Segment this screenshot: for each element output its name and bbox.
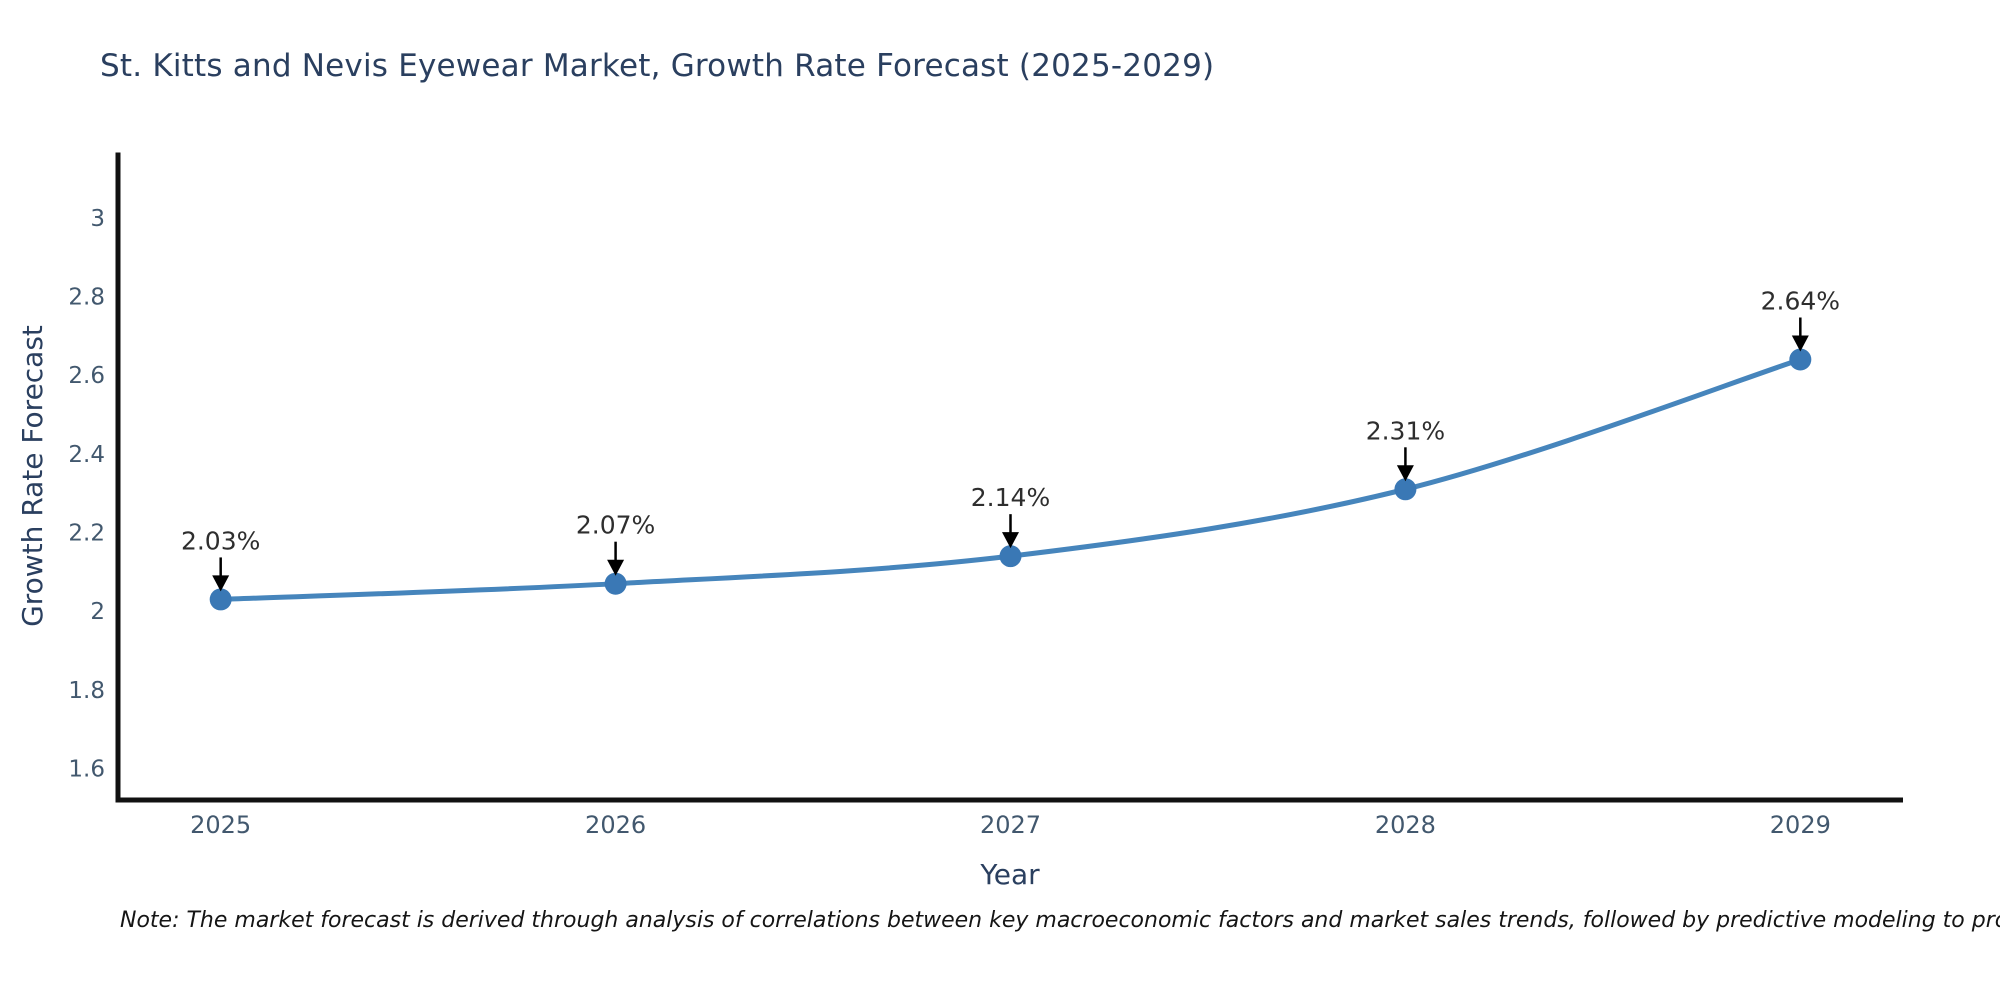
y-tick-label: 2.6 — [68, 363, 105, 389]
data-point-marker — [1789, 348, 1812, 371]
y-tick-label: 2.2 — [68, 521, 105, 547]
y-axis-title: Growth Rate Forecast — [16, 325, 49, 627]
annotation-arrowhead-icon — [1396, 465, 1414, 482]
y-tick-label: 2.8 — [68, 285, 105, 311]
data-point-marker — [209, 588, 232, 611]
annotation-label: 2.64% — [1761, 287, 1840, 316]
annotation-label: 2.14% — [971, 483, 1050, 512]
annotation-arrowhead-icon — [607, 559, 625, 576]
axes-layer — [115, 152, 1903, 803]
series-layer — [209, 348, 1812, 611]
annotation-label: 2.07% — [576, 511, 655, 540]
x-tick-label: 2025 — [190, 811, 251, 839]
y-tick-label: 3 — [90, 206, 105, 232]
x-tick-label: 2026 — [585, 811, 646, 839]
annotation-label: 2.03% — [181, 526, 260, 555]
y-tick-label: 2.4 — [68, 442, 105, 468]
x-tick-label: 2027 — [980, 811, 1041, 839]
ticks-layer: 3 2.8 2.6 2.4 2.2 2 1.8 1.6 2025 2026 2027 2028 2029 — [68, 206, 1830, 839]
x-tick-label: 2029 — [1770, 811, 1831, 839]
y-tick-label: 2 — [90, 599, 105, 625]
x-tick-label: 2028 — [1375, 811, 1436, 839]
annotation-label: 2.31% — [1366, 416, 1445, 445]
y-tick-label: 1.8 — [68, 678, 105, 704]
annotations-layer: 2.03% 2.07% 2.14% 2.31% 2.64% — [181, 287, 1840, 592]
footnote: Note: The market forecast is derived thr… — [120, 908, 2000, 933]
data-point-marker — [1394, 478, 1417, 501]
annotation-arrowhead-icon — [1002, 532, 1019, 549]
y-tick-label: 1.6 — [68, 757, 105, 783]
data-point-marker — [999, 545, 1022, 568]
annotation-arrowhead-icon — [212, 575, 230, 592]
x-axis-title: Year — [980, 858, 1040, 891]
data-point-marker — [604, 572, 627, 595]
axis-lines — [115, 152, 1903, 803]
chart-title: St. Kitts and Nevis Eyewear Market, Grow… — [100, 48, 1215, 84]
annotation-arrowhead-icon — [1791, 335, 1809, 352]
